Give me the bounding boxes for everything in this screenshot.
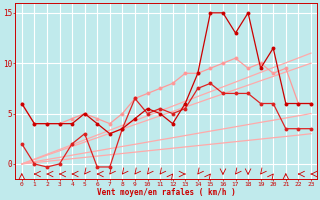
X-axis label: Vent moyen/en rafales ( km/h ): Vent moyen/en rafales ( km/h ) [97, 188, 236, 197]
